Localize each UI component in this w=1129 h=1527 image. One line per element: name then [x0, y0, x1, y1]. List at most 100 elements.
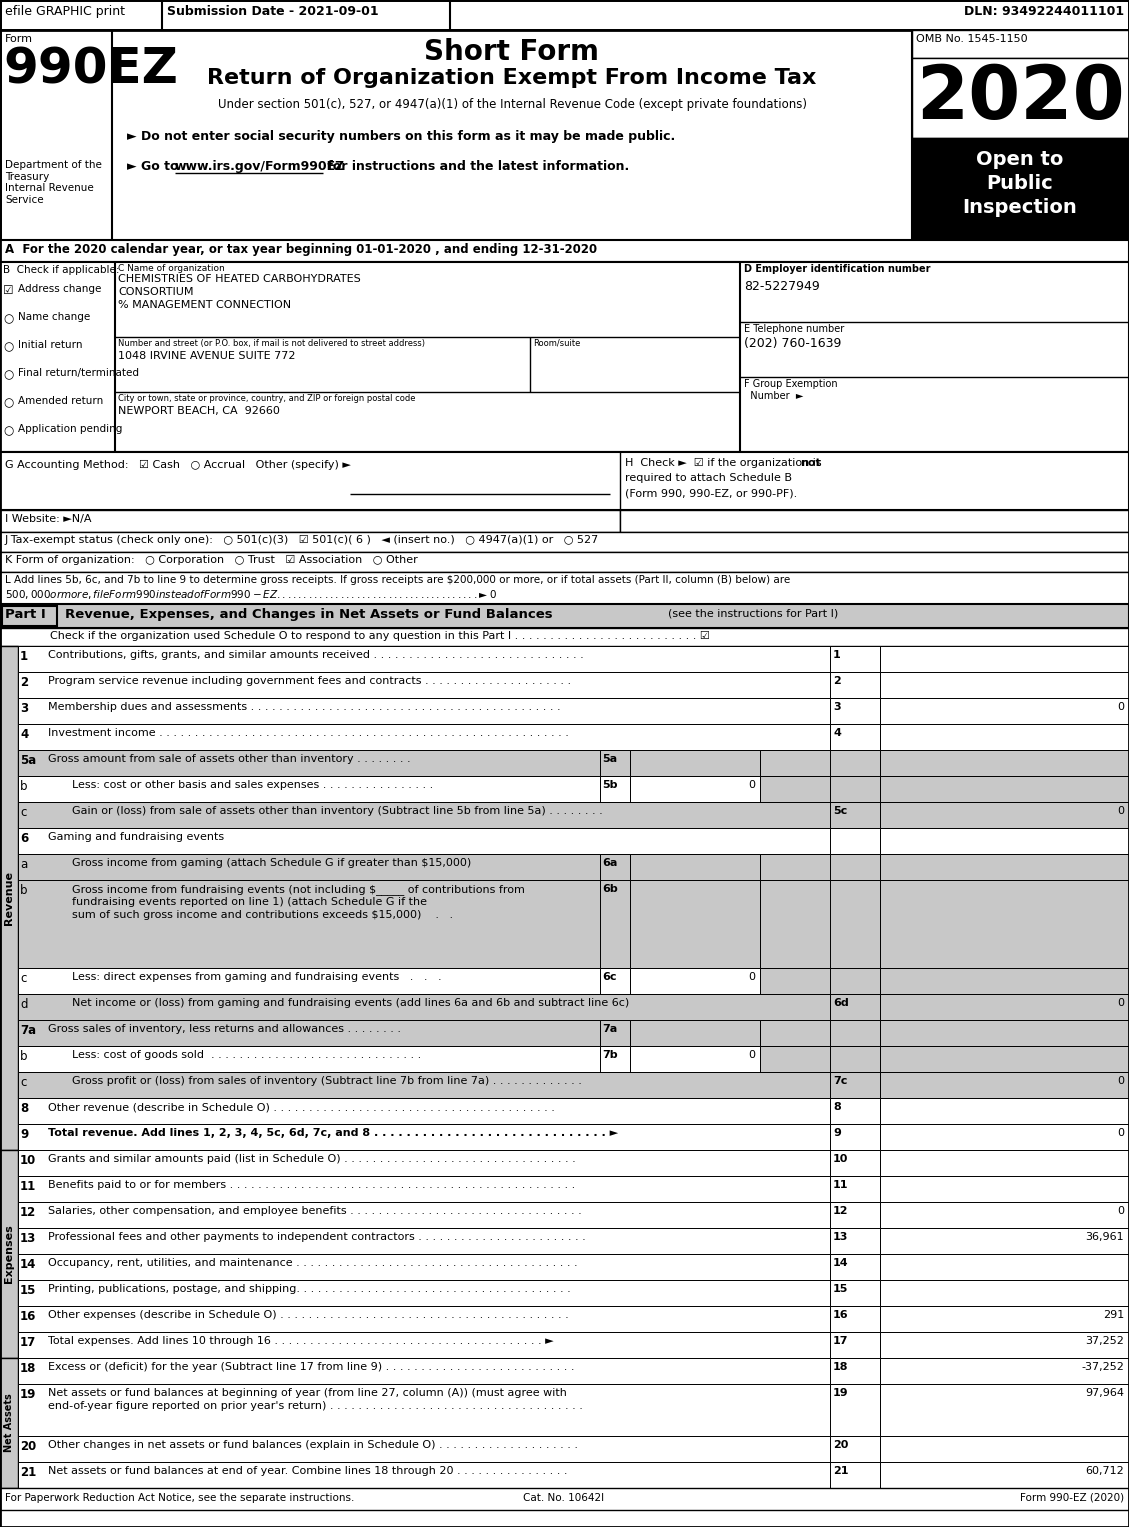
Text: 7b: 7b [602, 1051, 618, 1060]
Bar [830, 1383, 879, 1435]
Text: 7c: 7c [833, 1077, 848, 1086]
Text: Total revenue. Add lines 1, 2, 3, 4, 5c, 6d, 7c, and 8 . . . . . . . . . . . . .: Total revenue. Add lines 1, 2, 3, 4, 5c,… [49, 1128, 618, 1138]
Text: Membership dues and assessments . . . . . . . . . . . . . . . . . . . . . . . . : Membership dues and assessments . . . . … [49, 702, 561, 712]
Text: 36,961: 36,961 [1085, 1232, 1124, 1241]
Bar [912, 58, 1129, 137]
Text: c: c [20, 973, 26, 985]
Text: Less: direct expenses from gaming and fundraising events   .   .   .: Less: direct expenses from gaming and fu… [72, 973, 441, 982]
Text: 0: 0 [1117, 702, 1124, 712]
Bar [599, 776, 630, 802]
Text: Short Form: Short Form [425, 38, 599, 66]
Bar [18, 646, 1129, 672]
Text: 15: 15 [833, 1284, 848, 1293]
Text: 19: 19 [833, 1388, 849, 1399]
Text: Number and street (or P.O. box, if mail is not delivered to street address): Number and street (or P.O. box, if mail … [119, 339, 425, 348]
Text: sum of such gross income and contributions exceeds $15,000)    .   .: sum of such gross income and contributio… [72, 910, 453, 919]
Text: 37,252: 37,252 [1085, 1336, 1124, 1345]
Text: b: b [20, 780, 27, 793]
Bar [599, 968, 630, 994]
Text: Gross income from gaming (attach Schedule G if greater than $15,000): Gross income from gaming (attach Schedul… [72, 858, 471, 867]
Bar [18, 968, 1129, 994]
Text: 2020: 2020 [916, 63, 1124, 134]
Text: 291: 291 [1103, 1310, 1124, 1319]
Bar [879, 1435, 1129, 1461]
Text: 12: 12 [833, 1206, 849, 1215]
Bar [0, 551, 1129, 573]
Text: F Group Exemption: F Group Exemption [744, 379, 838, 389]
Bar [18, 1228, 1129, 1254]
Text: 6c: 6c [602, 973, 616, 982]
Bar [0, 531, 1129, 551]
Bar [0, 0, 1129, 31]
Text: 5b: 5b [602, 780, 618, 789]
Bar [830, 750, 879, 776]
Bar [879, 1046, 1129, 1072]
Bar [830, 1228, 879, 1254]
Bar [879, 672, 1129, 698]
Text: $500,000 or more, file Form 990 instead of Form 990-EZ . . . . . . . . . . . . .: $500,000 or more, file Form 990 instead … [5, 588, 498, 602]
Text: 18: 18 [20, 1362, 36, 1374]
Text: Other revenue (describe in Schedule O) . . . . . . . . . . . . . . . . . . . . .: Other revenue (describe in Schedule O) .… [49, 1102, 554, 1112]
Bar [0, 646, 18, 1150]
Bar [18, 1383, 1129, 1435]
Bar [18, 802, 1129, 828]
Bar [830, 880, 879, 968]
Bar [599, 750, 630, 776]
Text: a: a [20, 858, 27, 870]
Text: Application pending: Application pending [18, 425, 122, 434]
Text: CONSORTIUM: CONSORTIUM [119, 287, 193, 296]
Text: Part I: Part I [5, 608, 46, 621]
Bar [879, 1150, 1129, 1176]
Bar [879, 698, 1129, 724]
Bar [0, 452, 1129, 510]
Text: 16: 16 [833, 1310, 849, 1319]
Text: Program service revenue including government fees and contracts . . . . . . . . : Program service revenue including govern… [49, 676, 571, 686]
Bar [630, 1020, 760, 1046]
Text: Submission Date - 2021-09-01: Submission Date - 2021-09-01 [167, 5, 378, 18]
Bar [18, 1020, 1129, 1046]
Text: 8: 8 [833, 1102, 841, 1112]
Text: Under section 501(c), 527, or 4947(a)(1) of the Internal Revenue Code (except pr: Under section 501(c), 527, or 4947(a)(1)… [218, 98, 806, 111]
Text: 10: 10 [833, 1154, 848, 1164]
Bar [630, 776, 760, 802]
Bar [879, 828, 1129, 854]
Text: 11: 11 [833, 1180, 849, 1190]
Text: Occupancy, rent, utilities, and maintenance . . . . . . . . . . . . . . . . . . : Occupancy, rent, utilities, and maintena… [49, 1258, 578, 1267]
Bar [879, 880, 1129, 968]
Text: OMB No. 1545-1150: OMB No. 1545-1150 [916, 34, 1027, 44]
Text: 0: 0 [1117, 999, 1124, 1008]
Bar [830, 828, 879, 854]
Bar [760, 968, 1129, 994]
Bar [830, 1202, 879, 1228]
Bar [830, 1358, 879, 1383]
Bar [879, 1098, 1129, 1124]
Text: ○: ○ [3, 425, 14, 437]
Text: Net Assets: Net Assets [5, 1394, 14, 1452]
Text: ► Go to: ► Go to [126, 160, 183, 173]
Bar [599, 1020, 630, 1046]
Text: Contributions, gifts, grants, and similar amounts received . . . . . . . . . . .: Contributions, gifts, grants, and simila… [49, 651, 584, 660]
Text: 5c: 5c [833, 806, 847, 815]
Bar [830, 1435, 879, 1461]
Bar [879, 994, 1129, 1020]
Text: 21: 21 [20, 1466, 36, 1480]
Text: Gross sales of inventory, less returns and allowances . . . . . . . .: Gross sales of inventory, less returns a… [49, 1025, 401, 1034]
Text: not: not [800, 458, 821, 467]
Text: 5a: 5a [602, 754, 618, 764]
Text: L Add lines 5b, 6c, and 7b to line 9 to determine gross receipts. If gross recei: L Add lines 5b, 6c, and 7b to line 9 to … [5, 576, 790, 585]
Bar [0, 1487, 1129, 1510]
Bar [18, 1046, 1129, 1072]
Text: 0: 0 [1117, 806, 1124, 815]
Bar [830, 1020, 879, 1046]
Text: 0: 0 [1117, 1206, 1124, 1215]
Text: 7a: 7a [20, 1025, 36, 1037]
Text: % MANAGEMENT CONNECTION: % MANAGEMENT CONNECTION [119, 299, 291, 310]
Text: 2: 2 [20, 676, 28, 689]
Bar [879, 776, 1129, 802]
Text: 0: 0 [749, 973, 755, 982]
Bar [0, 263, 1129, 452]
Bar [830, 1306, 879, 1332]
Text: 6a: 6a [602, 858, 618, 867]
Text: Room/suite: Room/suite [533, 339, 580, 348]
Text: Net assets or fund balances at beginning of year (from line 27, column (A)) (mus: Net assets or fund balances at beginning… [49, 1388, 567, 1399]
